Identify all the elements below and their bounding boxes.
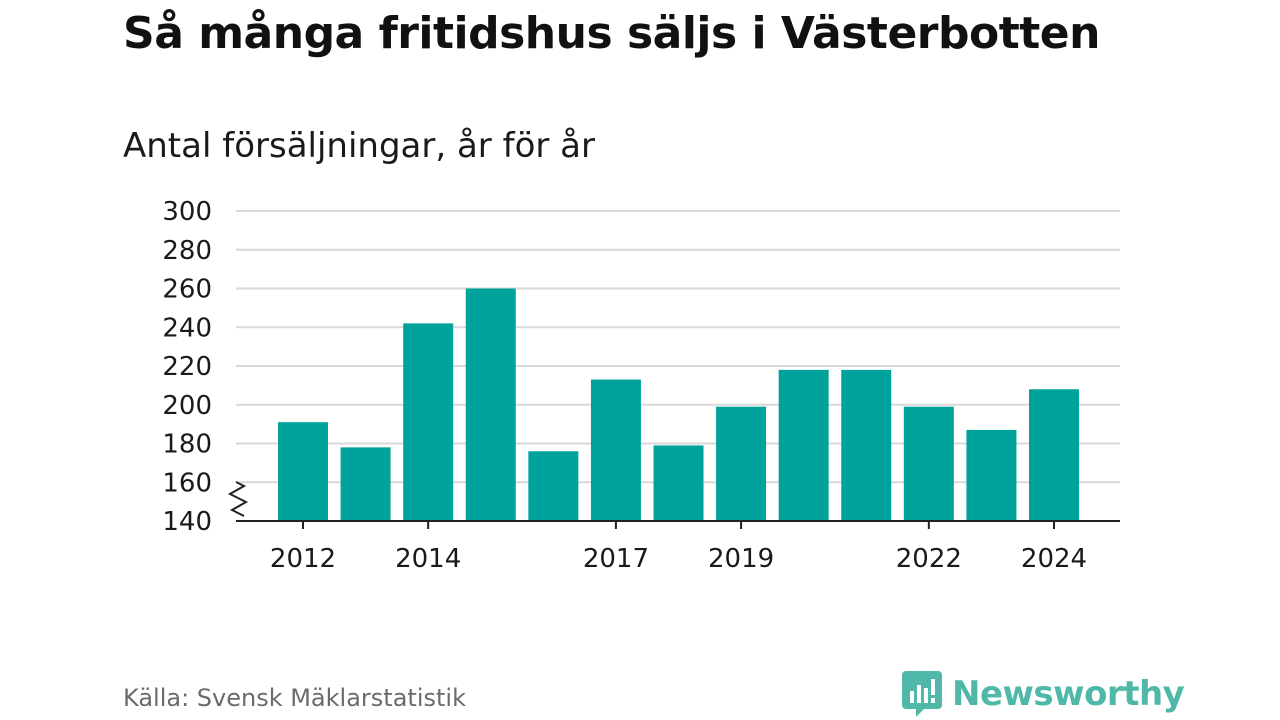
bar — [841, 369, 892, 521]
y-tick-label: 300 — [162, 197, 212, 227]
x-tick-label: 2024 — [1021, 544, 1087, 574]
newsworthy-logo-icon — [902, 671, 942, 717]
chart-title: Så många fritidshus säljs i Västerbotten — [123, 8, 1100, 59]
y-tick-label: 220 — [162, 352, 212, 382]
axis-break-icon — [227, 481, 249, 517]
bar — [465, 288, 516, 521]
bar — [528, 451, 579, 521]
logo-text: Newsworthy — [952, 674, 1185, 714]
bar — [966, 429, 1017, 521]
x-tick-label: 2012 — [270, 544, 336, 574]
chart-subtitle: Antal försäljningar, år för år — [123, 126, 595, 166]
y-tick-label: 160 — [162, 468, 212, 498]
bar — [340, 447, 391, 521]
bar — [1029, 389, 1079, 521]
y-tick-label: 260 — [162, 275, 212, 305]
y-tick-label: 280 — [162, 236, 212, 266]
y-tick-label: 180 — [162, 430, 212, 460]
bar — [903, 406, 954, 521]
bar — [653, 445, 704, 521]
y-tick-label: 140 — [162, 507, 212, 537]
x-tick-label: 2022 — [896, 544, 962, 574]
bar — [403, 323, 454, 521]
bar-chart: 140 160 180 200 220 240 260 280 300 2012 2014 2017 2… — [162, 197, 1120, 574]
y-tick-label: 200 — [162, 391, 212, 421]
source-note: Källa: Svensk Mäklarstatistik — [123, 684, 466, 712]
bar — [778, 369, 829, 521]
newsworthy-logo: Newsworthy — [902, 670, 1185, 718]
y-tick-label: 240 — [162, 313, 212, 343]
bar — [716, 406, 767, 521]
bar — [590, 379, 641, 521]
x-tick-label: 2014 — [395, 544, 461, 574]
x-tick-label: 2019 — [708, 544, 774, 574]
x-tick-label: 2017 — [583, 544, 649, 574]
bar — [278, 422, 328, 521]
